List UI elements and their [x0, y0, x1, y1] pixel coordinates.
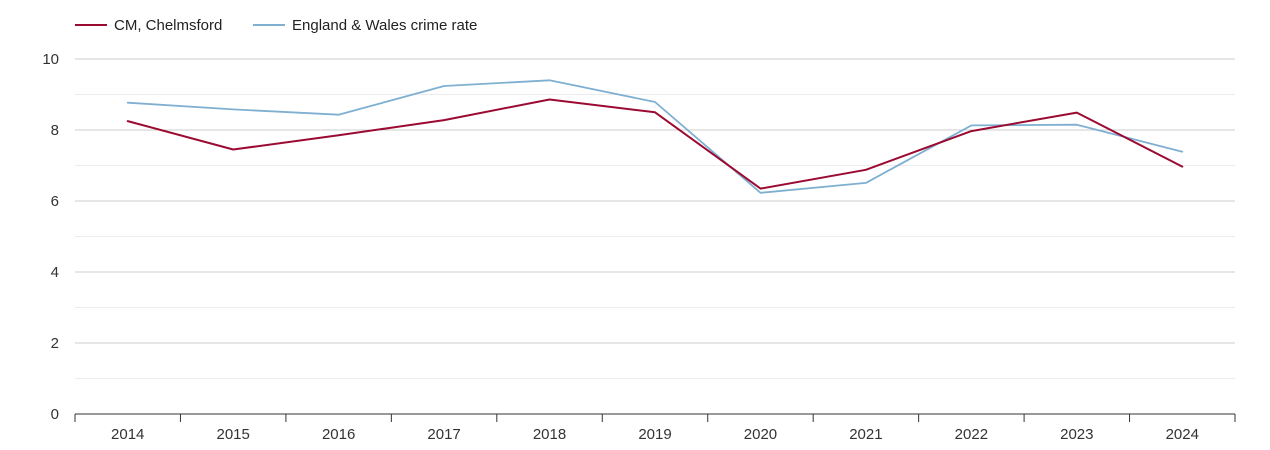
legend: CM, Chelmsford England & Wales crime rat…: [75, 17, 477, 34]
legend-label-chelmsford: CM, Chelmsford: [114, 17, 222, 34]
x-tick-label: 2015: [216, 426, 249, 443]
y-tick-label: 8: [51, 122, 59, 139]
series: [126, 79, 1184, 194]
x-tick-label: 2023: [1060, 426, 1093, 443]
x-tick-label: 2021: [849, 426, 882, 443]
y-tick-label: 2: [51, 335, 59, 352]
x-tick-label: 2024: [1166, 426, 1199, 443]
y-tick-label: 6: [51, 193, 59, 210]
x-tick-label: 2020: [744, 426, 777, 443]
series-line-chelmsford: [126, 98, 1184, 190]
legend-label-england-wales: England & Wales crime rate: [292, 17, 477, 34]
x-tick-label: 2016: [322, 426, 355, 443]
y-tick-label: 0: [51, 406, 59, 423]
y-tick-label: 4: [51, 264, 59, 281]
y-tick-label: 10: [42, 51, 59, 68]
x-tick-label: 2014: [111, 426, 144, 443]
x-tick-label: 2017: [427, 426, 460, 443]
x-tick-label: 2018: [533, 426, 566, 443]
series-line-england-wales: [126, 79, 1184, 194]
x-axis: 2014 2015 2016 2017 2018 2019 2020 2021 2022 2023…: [74, 413, 1236, 443]
y-axis: 0 2 4 6 8 10: [42, 51, 59, 423]
gridlines: [75, 58, 1235, 379]
x-tick-label: 2019: [638, 426, 671, 443]
x-tick-label: 2022: [955, 426, 988, 443]
